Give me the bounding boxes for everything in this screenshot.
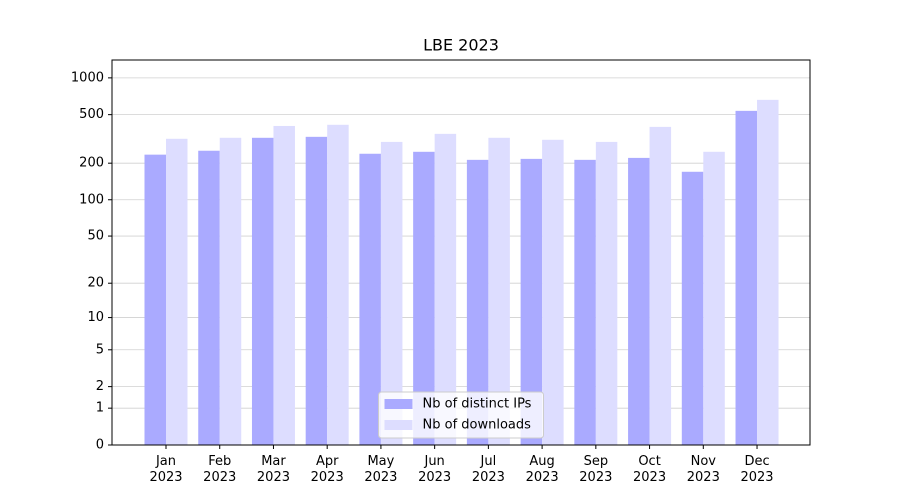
- y-tick-label: 200: [79, 156, 104, 171]
- bar: [466, 159, 489, 445]
- x-tick-label: Nov 2023: [687, 454, 720, 485]
- bar: [488, 137, 510, 445]
- x-tick-label: Mar 2023: [257, 454, 290, 485]
- legend-swatch: [384, 420, 413, 430]
- y-tick-label: 100: [79, 192, 104, 207]
- bar: [681, 171, 704, 446]
- bar: [166, 138, 188, 445]
- bar: [305, 136, 328, 445]
- x-tick-label: Jun 2023: [418, 454, 451, 485]
- x-tick-label: Jul 2023: [472, 454, 505, 485]
- bar: [273, 125, 295, 445]
- x-tick-label: Oct 2023: [633, 454, 666, 485]
- x-tick-label: May 2023: [364, 454, 397, 485]
- bar: [542, 139, 564, 446]
- y-tick-label: 5: [96, 342, 104, 357]
- bar: [198, 150, 220, 445]
- bar: [757, 99, 779, 446]
- y-tick-label: 50: [87, 229, 104, 244]
- bar: [434, 133, 457, 445]
- bar: [380, 141, 403, 445]
- legend-swatch: [384, 399, 413, 409]
- bar: [595, 141, 618, 445]
- bar: [628, 157, 650, 446]
- legend-label: Nb of distinct IPs: [423, 397, 532, 412]
- bar: [703, 151, 725, 445]
- bar: [574, 159, 596, 445]
- x-tick-label: Apr 2023: [311, 454, 344, 485]
- x-tick-label: Jan 2023: [149, 454, 182, 485]
- bar: [219, 137, 242, 445]
- x-tick-label: Feb 2023: [203, 454, 236, 485]
- y-tick-label: 1000: [71, 70, 104, 85]
- bar: [327, 124, 349, 445]
- bar: [144, 154, 166, 445]
- x-tick-label: Dec 2023: [740, 454, 773, 485]
- bar: [251, 137, 274, 445]
- legend-label: Nb of downloads: [423, 418, 532, 433]
- y-tick-label: 10: [87, 310, 104, 325]
- chart-title: LBE 2023: [423, 36, 499, 55]
- bar: [413, 151, 435, 445]
- bar: [359, 153, 381, 445]
- legend: Nb of distinct IPs Nb of downloads: [378, 391, 544, 439]
- bar: [520, 158, 543, 445]
- y-tick-label: 500: [79, 107, 104, 122]
- bar: [649, 126, 672, 445]
- x-tick-label: Aug 2023: [526, 454, 559, 485]
- y-tick-label: 20: [87, 276, 104, 291]
- legend-box: [378, 391, 544, 439]
- plot-frame: [111, 59, 811, 446]
- y-tick-label: 1: [96, 401, 104, 416]
- bar: [735, 110, 758, 445]
- x-tick-label: Sep 2023: [579, 454, 612, 485]
- y-tick-label: 2: [96, 379, 104, 394]
- y-tick-label: 0: [96, 438, 104, 453]
